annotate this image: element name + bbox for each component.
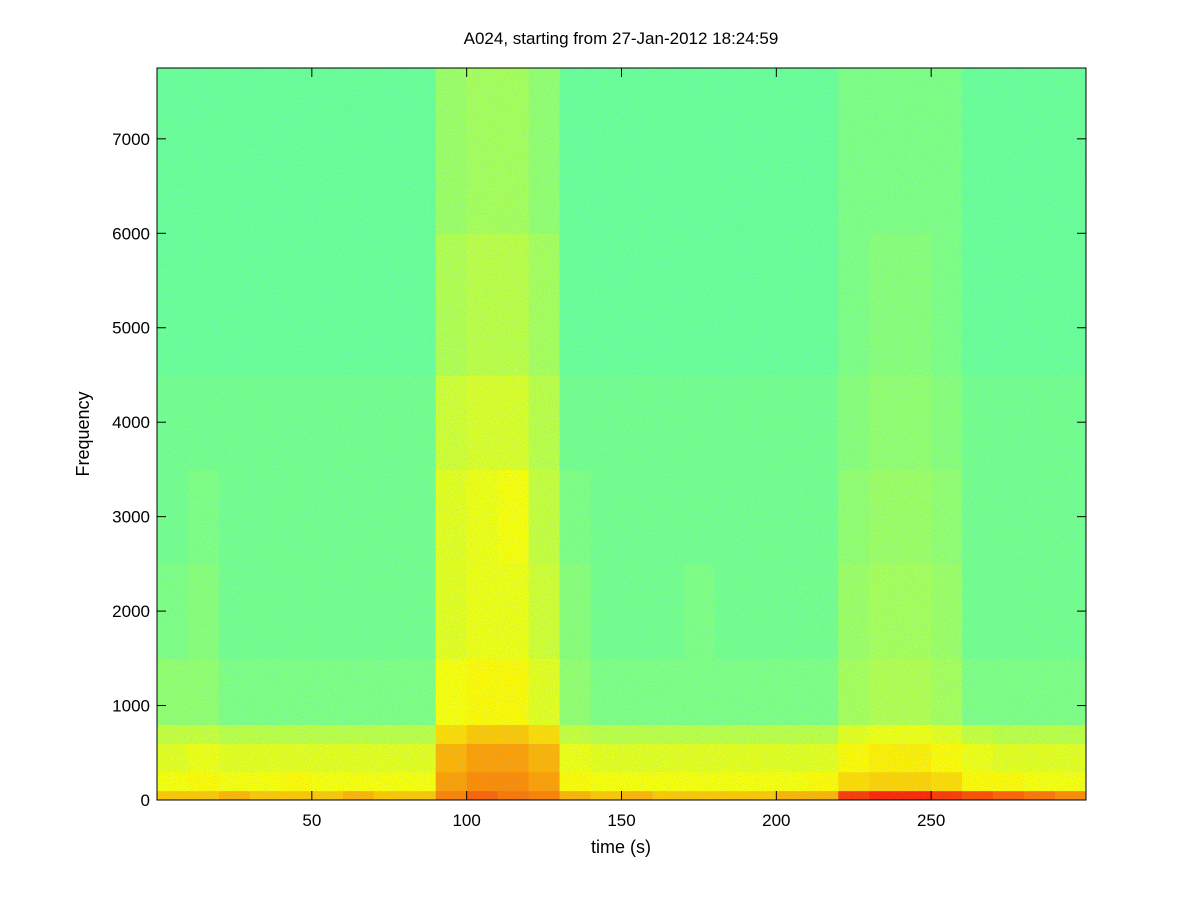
- noise-texture: [157, 68, 1086, 800]
- y-tick-label: 0: [141, 791, 150, 810]
- y-tick-label: 1000: [112, 697, 150, 716]
- x-tick-label: 150: [607, 811, 635, 830]
- y-tick-label: 7000: [112, 130, 150, 149]
- y-tick-label: 6000: [112, 224, 150, 243]
- x-tick-label: 50: [302, 811, 321, 830]
- chart-title: A024, starting from 27-Jan-2012 18:24:59: [464, 29, 779, 48]
- x-axis-label: time (s): [591, 837, 651, 857]
- x-tick-label: 200: [762, 811, 790, 830]
- y-tick-label: 3000: [112, 508, 150, 527]
- y-axis-label: Frequency: [73, 391, 93, 476]
- x-tick-label: 250: [917, 811, 945, 830]
- y-tick-label: 2000: [112, 602, 150, 621]
- y-tick-label: 5000: [112, 319, 150, 338]
- x-tick-label: 100: [452, 811, 480, 830]
- axes: 50 100 150 200 250 0 1000 2000 3000 4000 5000 6000 7…: [112, 67, 1087, 830]
- y-tick-label: 4000: [112, 413, 150, 432]
